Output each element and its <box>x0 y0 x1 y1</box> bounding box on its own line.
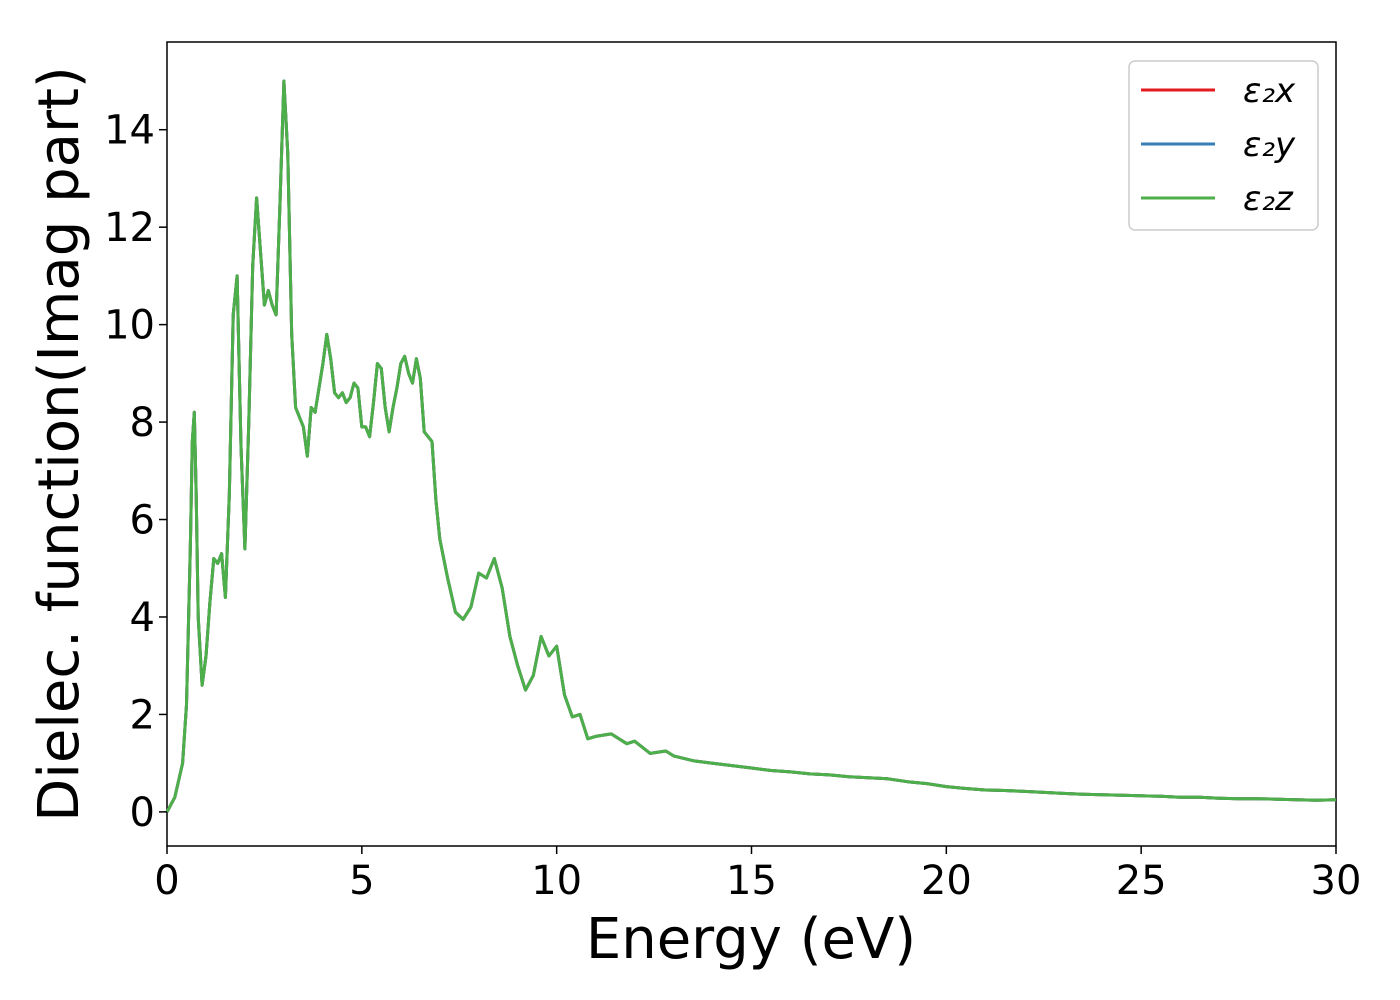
y-axis-label: Dielec. function(Imag part) <box>27 66 92 822</box>
legend-label-x: ε₂x <box>1243 71 1296 111</box>
x-axis-label: Energy (eV) <box>586 907 916 972</box>
y-tick-label: 2 <box>130 692 155 738</box>
y-tick-label: 14 <box>104 108 155 154</box>
y-tick-label: 12 <box>104 205 155 251</box>
series-line-z <box>165 79 1337 813</box>
x-tick-label: 20 <box>921 858 972 904</box>
legend-entries: ε₂x ε₂y ε₂z <box>1141 71 1296 219</box>
x-tick-label: 30 <box>1311 858 1362 904</box>
legend-label-z: ε₂z <box>1243 179 1294 219</box>
x-tick-label: 5 <box>349 858 374 904</box>
x-tick-label: 10 <box>531 858 582 904</box>
legend-label-y: ε₂y <box>1243 125 1296 165</box>
y-ticks: 0 2 4 6 8 10 12 14 <box>104 108 167 836</box>
x-tick-label: 0 <box>154 858 179 904</box>
y-tick-label: 8 <box>130 400 155 446</box>
series-layer <box>165 79 1337 813</box>
x-tick-label: 25 <box>1116 858 1167 904</box>
y-tick-label: 10 <box>104 303 155 349</box>
legend-box <box>1128 60 1319 231</box>
legend: ε₂x ε₂y ε₂z <box>1128 60 1319 231</box>
x-ticks: 0 5 10 15 20 25 30 <box>154 846 1361 904</box>
y-tick-label: 0 <box>130 790 155 836</box>
plot-area: 0 5 10 15 20 25 30 0 2 4 6 8 10 12 14 <box>104 41 1361 904</box>
y-tick-label: 4 <box>130 595 155 641</box>
x-tick-label: 15 <box>726 858 777 904</box>
y-tick-label: 6 <box>130 498 155 544</box>
